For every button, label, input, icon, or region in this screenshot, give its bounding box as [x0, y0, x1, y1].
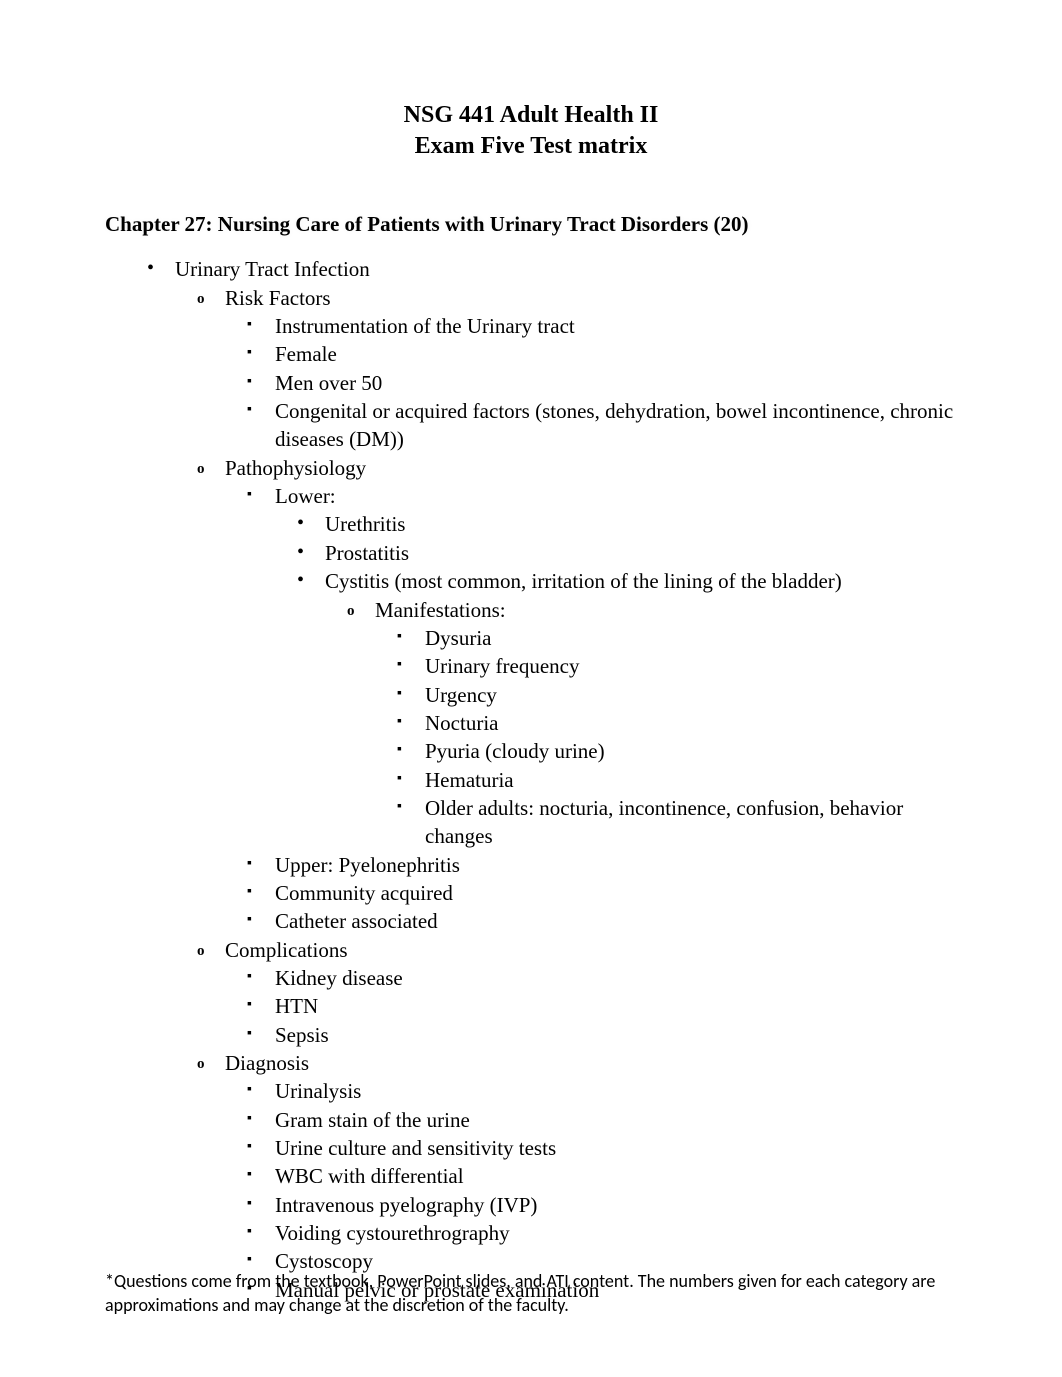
list-item: Catheter associated	[225, 907, 957, 935]
lower-label: Lower:	[275, 484, 336, 508]
list-item: Voiding cystourethrography	[225, 1219, 957, 1247]
manifestations-item: Manifestations: Dysuria Urinary frequenc…	[325, 596, 957, 851]
list-item: Urinary frequency	[375, 652, 957, 680]
list-item: Community acquired	[225, 879, 957, 907]
list-item: Men over 50	[225, 369, 957, 397]
list-item: Sepsis	[225, 1021, 957, 1049]
lower-item: Lower: Urethritis Prostatitis Cystitis (…	[225, 482, 957, 850]
list-item: Older adults: nocturia, incontinence, co…	[375, 794, 957, 851]
pathophysiology-label: Pathophysiology	[225, 456, 366, 480]
list-item: Urinalysis	[225, 1077, 957, 1105]
list-item: Intravenous pyelography (IVP)	[225, 1191, 957, 1219]
complications-item: Complications Kidney disease HTN Sepsis	[175, 936, 957, 1049]
cystitis-item: Cystitis (most common, irritation of the…	[275, 567, 957, 850]
outline-root: Urinary Tract Infection Risk Factors Ins…	[105, 255, 957, 1304]
risk-factors-item: Risk Factors Instrumentation of the Urin…	[175, 284, 957, 454]
list-item: Urgency	[375, 681, 957, 709]
list-item: Hematuria	[375, 766, 957, 794]
list-item: Gram stain of the urine	[225, 1106, 957, 1134]
topic-item: Urinary Tract Infection Risk Factors Ins…	[105, 255, 957, 1304]
list-item: Urine culture and sensitivity tests	[225, 1134, 957, 1162]
cystitis-label: Cystitis (most common, irritation of the…	[325, 569, 842, 593]
title-line-2: Exam Five Test matrix	[105, 131, 957, 162]
list-item: Prostatitis	[275, 539, 957, 567]
diagnosis-item: Diagnosis Urinalysis Gram stain of the u…	[175, 1049, 957, 1304]
footnote: *Questions come from the textbook, Power…	[105, 1270, 957, 1317]
list-item: Female	[225, 340, 957, 368]
pathophysiology-item: Pathophysiology Lower: Urethritis Prosta…	[175, 454, 957, 936]
list-item: HTN	[225, 992, 957, 1020]
diagnosis-label: Diagnosis	[225, 1051, 309, 1075]
risk-factors-label: Risk Factors	[225, 286, 331, 310]
list-item: WBC with differential	[225, 1162, 957, 1190]
list-item: Congenital or acquired factors (stones, …	[225, 397, 957, 454]
list-item: Kidney disease	[225, 964, 957, 992]
complications-label: Complications	[225, 938, 348, 962]
title-block: NSG 441 Adult Health II Exam Five Test m…	[105, 100, 957, 162]
list-item: Nocturia	[375, 709, 957, 737]
list-item: Urethritis	[275, 510, 957, 538]
chapter-heading: Chapter 27: Nursing Care of Patients wit…	[105, 212, 957, 237]
topic-label: Urinary Tract Infection	[175, 257, 370, 281]
list-item: Dysuria	[375, 624, 957, 652]
title-line-1: NSG 441 Adult Health II	[105, 100, 957, 131]
document-page: NSG 441 Adult Health II Exam Five Test m…	[0, 0, 1062, 1377]
manifestations-label: Manifestations:	[375, 598, 506, 622]
list-item: Upper: Pyelonephritis	[225, 851, 957, 879]
list-item: Instrumentation of the Urinary tract	[225, 312, 957, 340]
list-item: Pyuria (cloudy urine)	[375, 737, 957, 765]
